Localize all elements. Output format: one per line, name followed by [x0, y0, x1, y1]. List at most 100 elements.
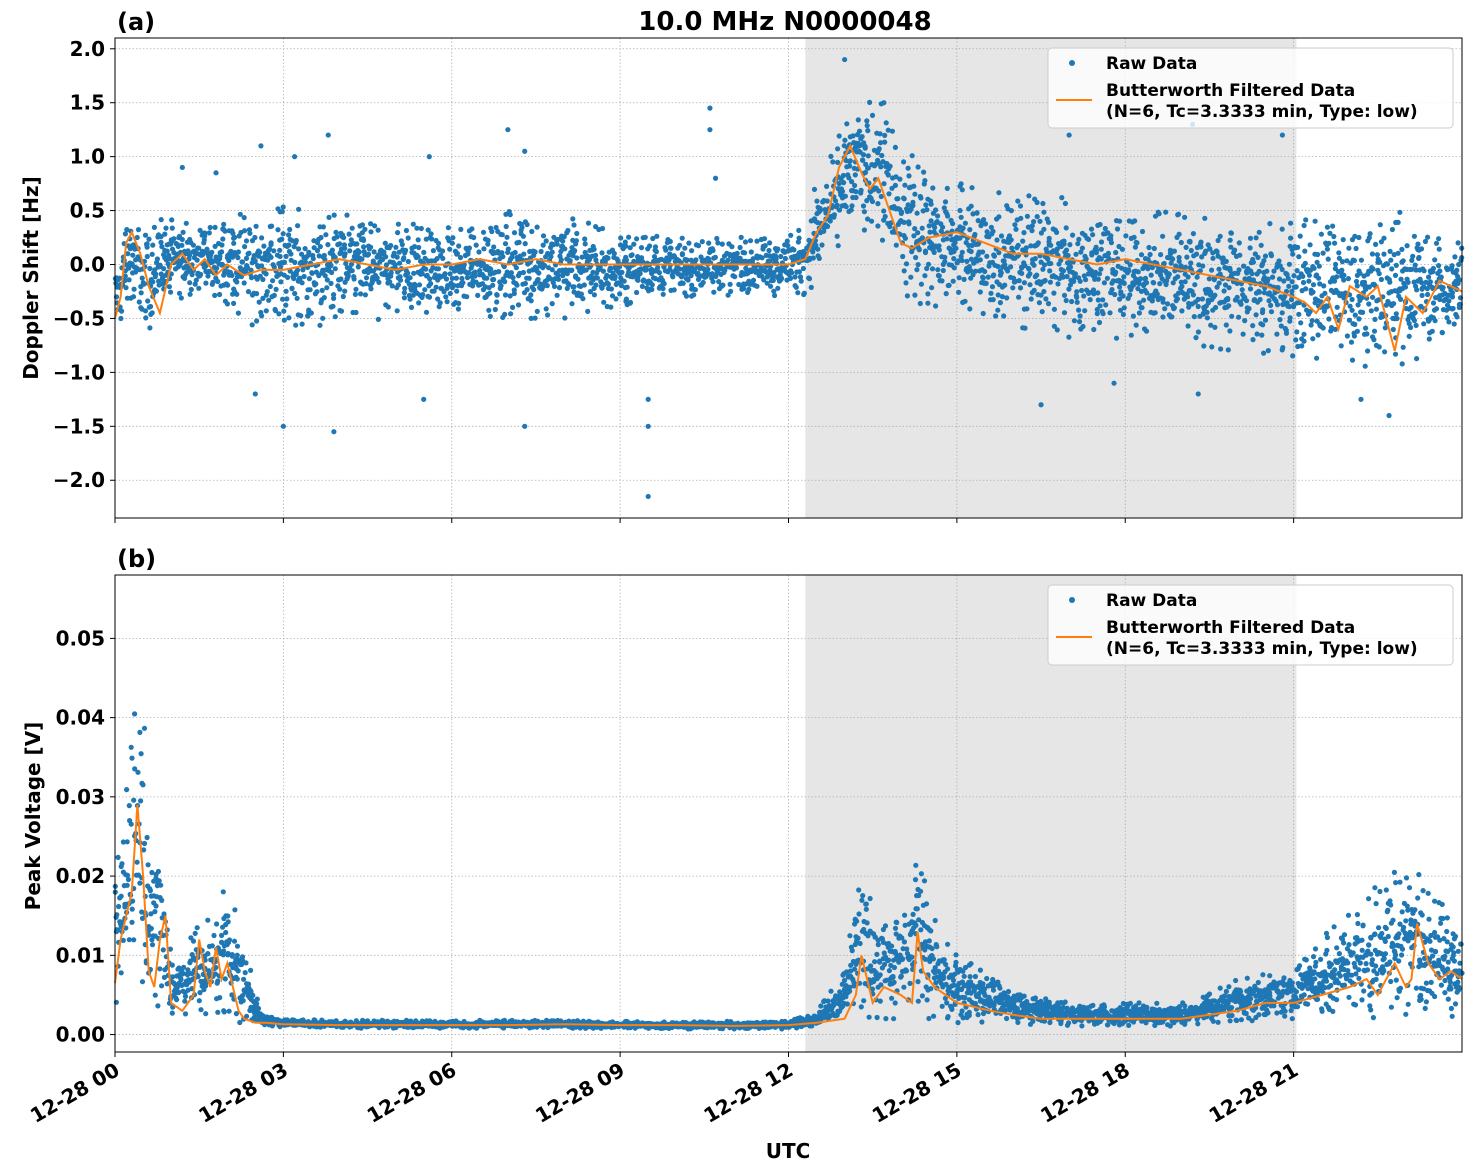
raw-point	[453, 275, 459, 281]
raw-point	[1090, 232, 1096, 238]
raw-point	[1283, 330, 1290, 336]
raw-point	[1204, 309, 1210, 315]
raw-point	[1297, 233, 1303, 239]
raw-point	[516, 239, 522, 245]
raw-point	[167, 256, 173, 262]
raw-point	[766, 247, 772, 254]
raw-point	[932, 224, 938, 231]
raw-point	[137, 880, 143, 886]
raw-point	[944, 236, 950, 242]
raw-point	[405, 258, 411, 265]
raw-point	[637, 271, 643, 277]
raw-point	[1315, 251, 1321, 258]
raw-point	[1255, 254, 1261, 260]
raw-point	[1179, 308, 1185, 314]
raw-point	[540, 233, 547, 239]
raw-point	[1143, 328, 1150, 334]
raw-point	[1311, 265, 1317, 271]
raw-point	[268, 240, 274, 246]
raw-point	[475, 292, 481, 298]
raw-point	[928, 201, 934, 207]
raw-point	[168, 289, 174, 295]
raw-point	[318, 234, 324, 241]
raw-point	[150, 242, 156, 248]
raw-point	[840, 172, 847, 179]
raw-point	[352, 291, 358, 297]
raw-point	[839, 188, 846, 194]
raw-point	[343, 260, 349, 266]
raw-point	[354, 241, 360, 247]
raw-point	[877, 131, 883, 137]
raw-point	[342, 288, 348, 294]
raw-point	[911, 183, 917, 189]
raw-point	[623, 243, 629, 249]
raw-point	[1288, 235, 1294, 241]
raw-point	[733, 265, 740, 271]
raw-point	[422, 287, 428, 293]
raw-point	[1190, 231, 1196, 237]
raw-point	[278, 279, 284, 285]
raw-point	[1330, 223, 1336, 229]
raw-point	[1228, 230, 1234, 236]
raw-point	[202, 233, 208, 239]
raw-point	[512, 249, 518, 256]
raw-point	[1432, 318, 1438, 324]
raw-point	[985, 274, 991, 280]
raw-point	[1349, 307, 1355, 313]
raw-point	[135, 227, 142, 233]
raw-point	[1290, 353, 1296, 359]
raw-point	[1310, 336, 1316, 342]
raw-point	[545, 312, 551, 318]
raw-outlier-point	[522, 423, 528, 429]
raw-point	[433, 284, 439, 290]
raw-point	[1262, 253, 1269, 259]
raw-point	[1281, 278, 1287, 284]
raw-point	[389, 283, 395, 289]
raw-point	[470, 283, 476, 289]
raw-point	[1113, 335, 1120, 341]
raw-point	[1427, 279, 1433, 285]
raw-point	[1429, 328, 1435, 334]
raw-point	[835, 159, 841, 165]
raw-point	[881, 208, 887, 214]
raw-point	[511, 290, 517, 297]
raw-point	[220, 889, 226, 895]
raw-point	[1438, 274, 1444, 280]
raw-point	[548, 254, 554, 260]
raw-point	[460, 280, 466, 286]
raw-point	[498, 283, 504, 289]
raw-point	[677, 242, 683, 248]
raw-point	[418, 225, 424, 232]
raw-point	[139, 275, 145, 281]
raw-point	[895, 196, 901, 202]
raw-point	[286, 315, 292, 321]
raw-point	[440, 255, 446, 261]
raw-point	[1356, 234, 1362, 241]
raw-point	[241, 976, 247, 982]
raw-outlier-point	[707, 127, 713, 133]
raw-point	[1449, 263, 1455, 269]
raw-point	[266, 297, 272, 303]
raw-point	[488, 266, 494, 272]
raw-point	[909, 153, 915, 159]
raw-point	[1179, 283, 1185, 289]
raw-point	[187, 280, 193, 286]
raw-point	[248, 967, 254, 974]
raw-point	[472, 269, 478, 275]
raw-point	[158, 234, 164, 240]
raw-point	[663, 247, 669, 253]
raw-point	[447, 246, 453, 252]
raw-point	[407, 296, 413, 302]
raw-point	[977, 289, 983, 295]
raw-point	[214, 265, 220, 271]
raw-point	[1171, 305, 1177, 311]
raw-point	[925, 291, 931, 297]
raw-point	[1395, 219, 1401, 225]
raw-outlier-point	[842, 56, 848, 63]
raw-point	[624, 284, 630, 290]
raw-point	[1027, 271, 1033, 277]
raw-point	[511, 230, 518, 236]
raw-point	[913, 254, 919, 261]
raw-point	[119, 308, 125, 314]
raw-point	[784, 238, 790, 244]
